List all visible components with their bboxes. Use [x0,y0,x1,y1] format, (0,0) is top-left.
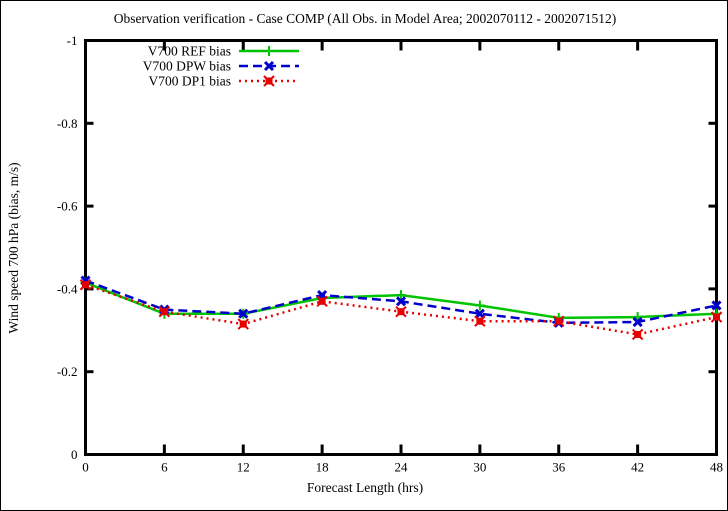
series-marker-3 [710,311,723,323]
y-tick-label: -0.6 [57,199,78,214]
series-marker-3 [316,295,328,308]
x-tick-label: 0 [82,460,89,475]
y-tick-label: -1 [67,33,78,48]
legend-label-2: V700 DPW bias [143,59,231,74]
x-tick-label: 48 [710,460,723,475]
y-axis-label: Wind speed 700 hPa (bias, m/s) [6,162,21,334]
x-tick-label: 36 [552,460,566,475]
x-tick-label: 24 [395,460,409,475]
series-marker-3 [395,305,407,318]
x-tick-label: 30 [473,460,486,475]
series-marker-2 [711,300,722,311]
legend-marker-2 [263,60,275,72]
legend-label-3: V700 DP1 bias [148,74,231,89]
y-tick-label: -0.2 [57,364,78,379]
x-axis-label: Forecast Length (hrs) [306,480,424,495]
y-tick-label: -0.8 [57,116,78,131]
plot-border [84,39,718,456]
chart-title: Observation verification - Case COMP (Al… [113,11,617,26]
series-marker-3 [237,318,249,330]
series-marker-2 [632,316,643,328]
y-tick-label: -0.4 [57,281,78,296]
legend-label-1: V700 REF bias [148,44,231,59]
series-marker-2 [395,296,407,307]
y-tick-label: 0 [71,447,78,462]
series-marker-2 [474,308,485,319]
series-marker-2 [238,308,249,319]
x-tick-label: 6 [161,460,168,475]
legend-marker-3 [263,75,275,87]
series-marker-3 [553,315,565,327]
x-tick-label: 18 [316,460,329,475]
series-marker-3 [474,315,486,327]
x-tick-label: 42 [631,460,644,475]
x-tick-label: 12 [237,460,250,475]
series-marker-3 [631,328,644,341]
series-marker-3 [79,279,92,291]
series-marker-3 [158,305,171,318]
